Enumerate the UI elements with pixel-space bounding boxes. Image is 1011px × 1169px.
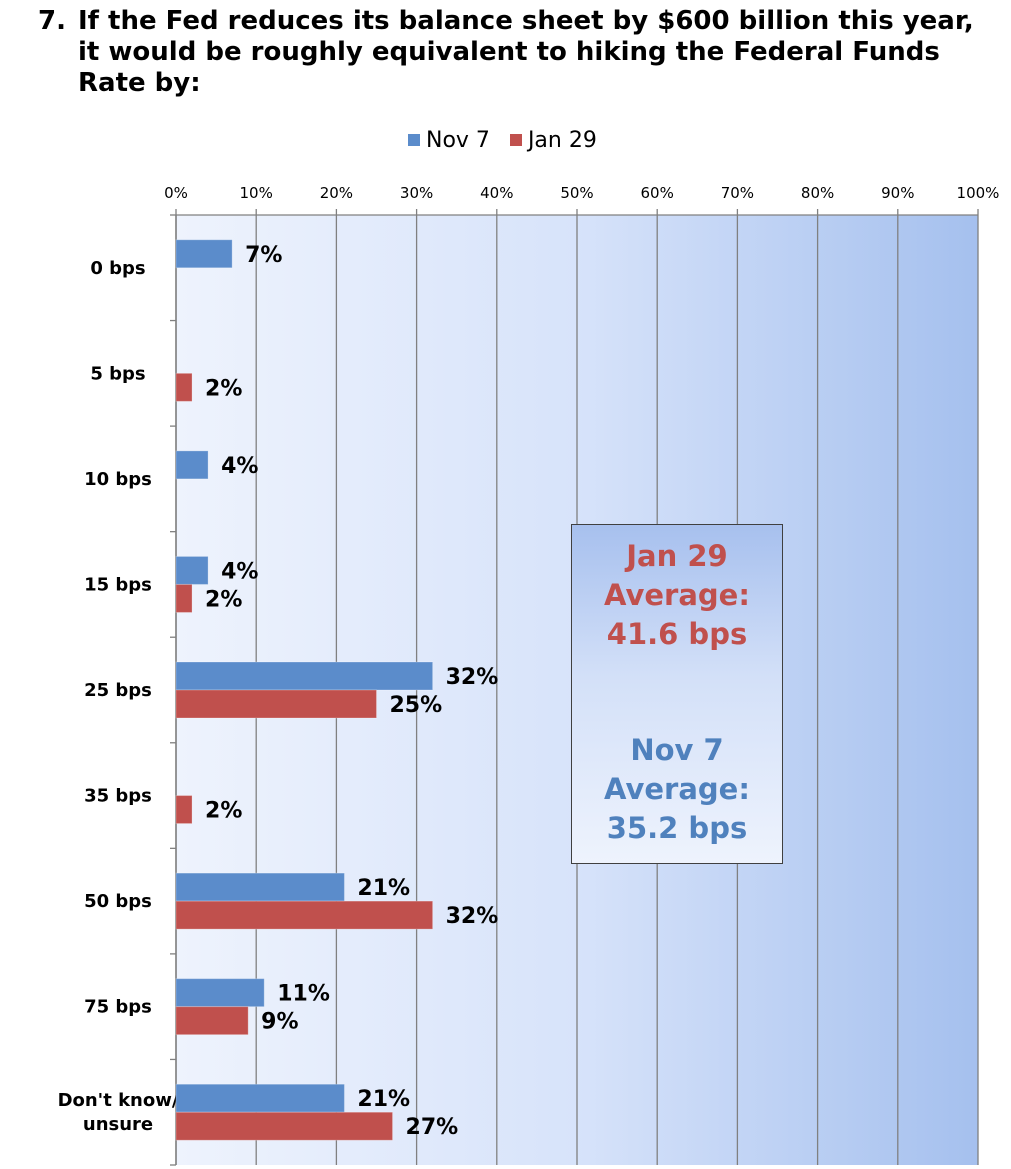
legend-item-jan29: Jan 29 xyxy=(509,127,597,153)
category-label: 25 bps xyxy=(84,680,152,701)
nov7-average-text: Nov 7 Average: 35.2 bps xyxy=(572,731,782,848)
x-tick-label: 80% xyxy=(801,184,834,202)
x-tick-label: 0% xyxy=(164,184,188,202)
x-tick-label: 20% xyxy=(320,184,353,202)
bar-nov7 xyxy=(175,1083,345,1113)
bar-jan29 xyxy=(175,795,193,825)
bar-jan29 xyxy=(175,900,434,930)
data-label-jan29: 25% xyxy=(390,693,443,718)
legend-swatch-jan29 xyxy=(509,134,522,146)
nov7-average-line-2: Average: xyxy=(604,772,750,806)
data-label-jan29: 2% xyxy=(205,799,242,824)
category-label: Don't know/unsure xyxy=(58,1090,179,1135)
data-label-jan29: 2% xyxy=(205,376,242,401)
nov7-average-line-3: 35.2 bps xyxy=(606,811,748,845)
data-label-nov7: 4% xyxy=(221,454,258,479)
category-label: 5 bps xyxy=(90,363,145,384)
bar-jan29 xyxy=(175,583,193,613)
legend: Nov 7 Jan 29 xyxy=(408,126,617,154)
jan29-average-line-2: Average: xyxy=(604,578,750,612)
question-number: 7. xyxy=(38,6,66,36)
data-label-nov7: 7% xyxy=(245,243,282,268)
data-label-jan29: 2% xyxy=(205,587,242,612)
bar-nov7 xyxy=(175,239,233,269)
question-text: If the Fed reduces its balance sheet by … xyxy=(78,6,974,98)
category-label: 35 bps xyxy=(84,786,152,807)
x-tick-label: 30% xyxy=(400,184,433,202)
category-label: 10 bps xyxy=(84,469,152,490)
bar-nov7 xyxy=(175,661,434,691)
data-label-nov7: 32% xyxy=(446,665,499,690)
jan29-average-line-3: 41.6 bps xyxy=(606,617,748,651)
data-label-nov7: 21% xyxy=(357,1087,410,1112)
bar-nov7 xyxy=(175,872,345,902)
x-tick-label: 60% xyxy=(641,184,674,202)
bar-jan29 xyxy=(175,1111,394,1141)
data-label-jan29: 32% xyxy=(446,904,499,929)
data-label-nov7: 4% xyxy=(221,559,258,584)
x-tick-label: 70% xyxy=(721,184,754,202)
data-label-jan29: 9% xyxy=(261,1010,298,1035)
nov7-average-line-1: Nov 7 xyxy=(630,733,724,767)
bar-jan29 xyxy=(175,372,193,402)
legend-swatch-nov7 xyxy=(408,134,420,146)
jan29-average-text: Jan 29 Average: 41.6 bps xyxy=(572,537,782,654)
bar-jan29 xyxy=(175,1006,249,1036)
bar-nov7 xyxy=(175,450,209,480)
data-label-nov7: 11% xyxy=(277,982,330,1007)
x-tick-label: 40% xyxy=(480,184,513,202)
x-tick-label: 90% xyxy=(881,184,914,202)
category-label: 75 bps xyxy=(84,997,152,1018)
category-label: 15 bps xyxy=(84,574,152,595)
average-callout-box: Jan 29 Average: 41.6 bps Nov 7 Average: … xyxy=(571,524,783,864)
category-label: 0 bps xyxy=(90,258,145,279)
bar-jan29 xyxy=(175,689,377,719)
legend-label-nov7: Nov 7 xyxy=(426,127,490,153)
data-label-jan29: 27% xyxy=(406,1115,459,1140)
x-tick-label: 50% xyxy=(560,184,593,202)
x-tick-label: 10% xyxy=(240,184,273,202)
legend-label-jan29: Jan 29 xyxy=(527,127,597,153)
category-label: 50 bps xyxy=(84,891,152,912)
x-tick-label: 100% xyxy=(957,184,1000,202)
jan29-average-line-1: Jan 29 xyxy=(626,539,728,573)
data-label-nov7: 21% xyxy=(357,876,410,901)
bar-nov7 xyxy=(175,978,265,1008)
legend-item-nov7: Nov 7 xyxy=(408,128,490,153)
bar-nov7 xyxy=(175,555,209,585)
